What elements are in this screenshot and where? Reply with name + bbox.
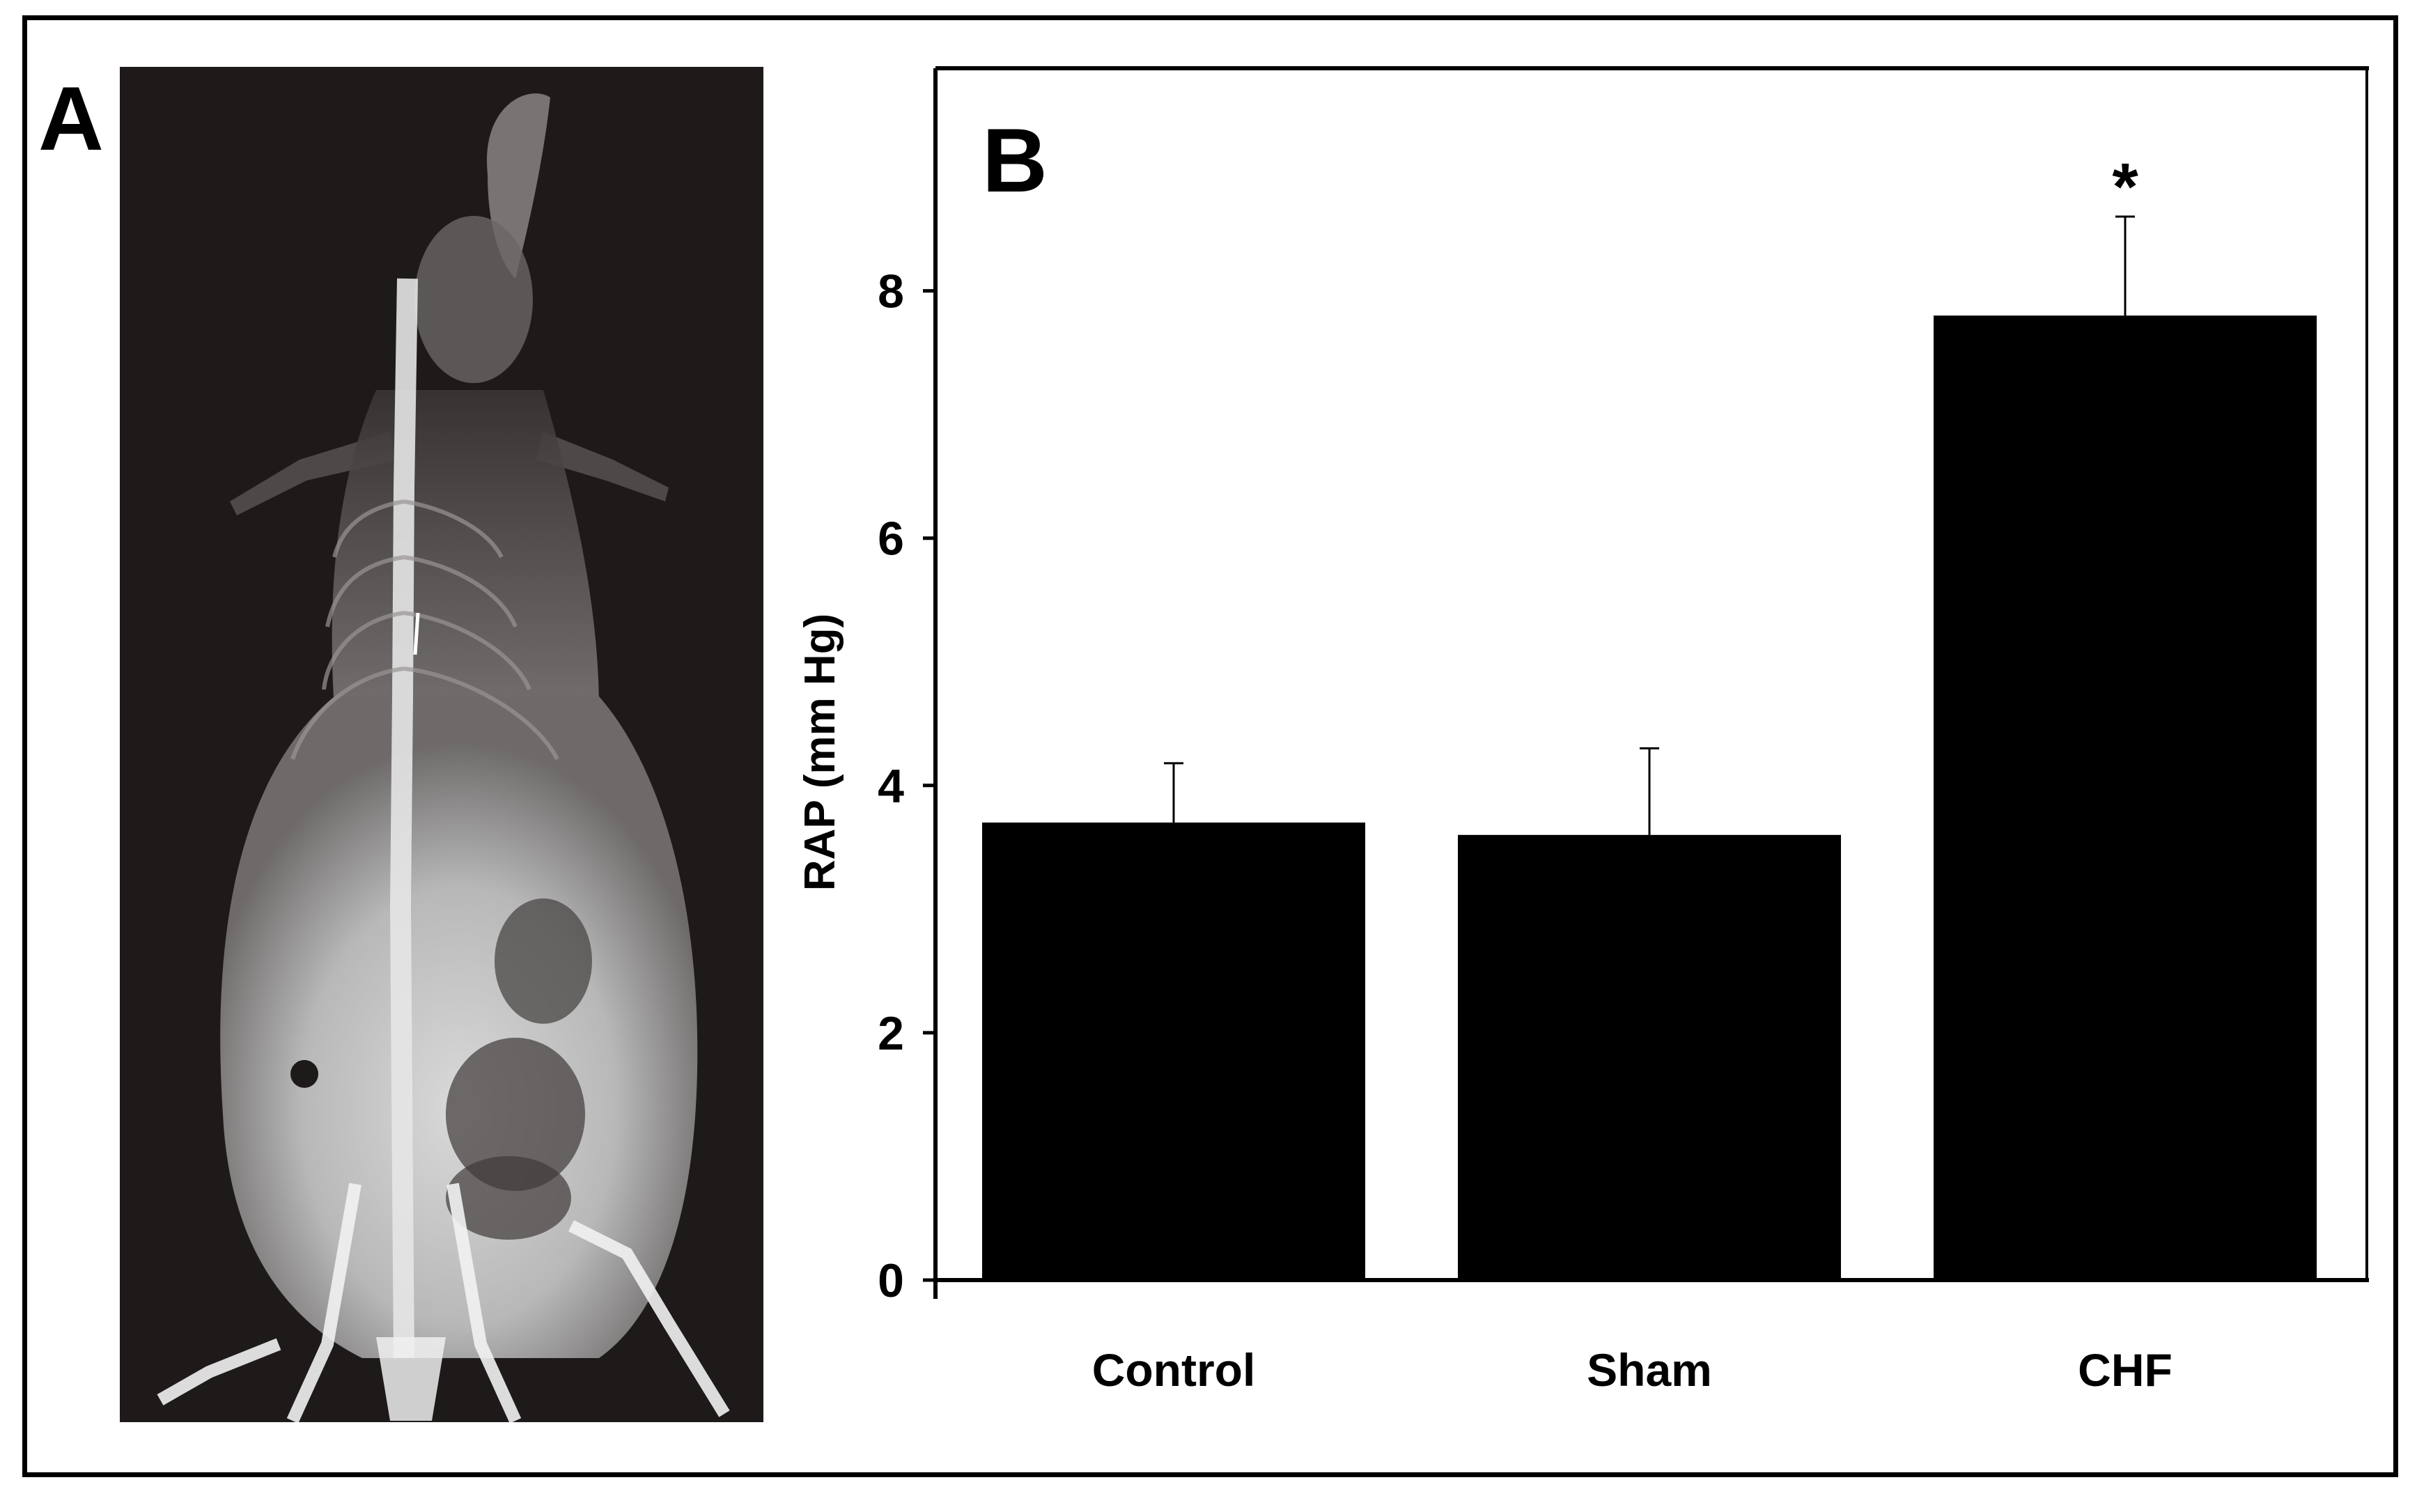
bar-control xyxy=(982,823,1365,1280)
x-tick-label-group: Control Sham CHF xyxy=(1092,1344,2173,1396)
figure-frame xyxy=(22,15,2398,1477)
bar-chart: 0 2 4 6 8 * Control Sham CHF RAP (mm Hg) xyxy=(796,66,2369,1396)
x-tick-label: Control xyxy=(1092,1344,1256,1396)
y-tick-group: 0 2 4 6 8 xyxy=(878,265,935,1307)
y-tick-label: 8 xyxy=(878,265,904,318)
panel-a-label: A xyxy=(38,68,104,169)
y-tick-label: 4 xyxy=(878,760,904,813)
panel-a-radiograph xyxy=(120,67,763,1424)
x-tick-label: CHF xyxy=(2078,1344,2173,1396)
bar-group: * xyxy=(982,150,2317,1280)
y-tick-label: 0 xyxy=(878,1254,904,1307)
significance-marker: * xyxy=(2112,150,2138,224)
bar-chf xyxy=(1934,315,2317,1280)
bar-sham xyxy=(1458,834,1841,1280)
y-tick-label: 2 xyxy=(878,1007,904,1060)
x-tick-label: Sham xyxy=(1587,1344,1712,1396)
panel-b-label: B xyxy=(982,109,1048,211)
y-axis-label: RAP (mm Hg) xyxy=(796,614,844,891)
y-tick-label: 6 xyxy=(878,513,904,566)
